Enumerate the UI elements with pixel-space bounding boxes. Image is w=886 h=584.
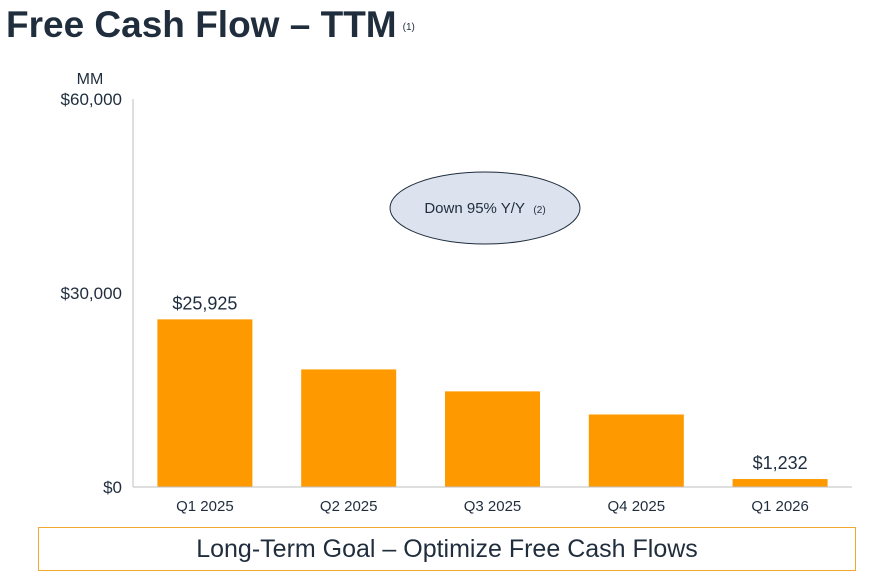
y-tick-label: $30,000 bbox=[61, 284, 122, 303]
data-labels-group: $25,925 $1,232 bbox=[172, 293, 807, 473]
bar-q1-2026 bbox=[732, 479, 828, 487]
y-tick-label: $0 bbox=[103, 478, 122, 497]
bar-data-label: $25,925 bbox=[172, 293, 237, 313]
svg-text:Down 95% Y/Y (2): Down 95% Y/Y (2) bbox=[424, 200, 545, 217]
x-tick-label: Q2 2025 bbox=[320, 498, 378, 515]
callout-text: Down 95% Y/Y bbox=[424, 200, 525, 217]
x-tick-label: Q3 2025 bbox=[464, 498, 522, 515]
callout-footnote: (2) bbox=[533, 205, 545, 216]
x-tick-labels: Q1 2025 Q2 2025 Q3 2025 Q4 2025 Q1 2026 bbox=[176, 498, 809, 515]
bar-q1-2025 bbox=[157, 319, 253, 487]
bars-group bbox=[157, 319, 828, 487]
title-text: Free Cash Flow – TTM bbox=[6, 4, 397, 45]
bar-q2-2025 bbox=[301, 369, 397, 487]
y-tick-label: $60,000 bbox=[61, 90, 122, 109]
bar-q4-2025 bbox=[588, 414, 684, 487]
fcf-bar-chart: MM $0 $30,000 $60,000 $25,925 $1,232 Q1 202… bbox=[61, 71, 852, 515]
yoy-callout: Down 95% Y/Y (2) bbox=[389, 171, 581, 245]
page-title: Free Cash Flow – TTM (1) bbox=[6, 4, 415, 46]
x-tick-label: Q1 2026 bbox=[751, 498, 809, 515]
x-tick-label: Q4 2025 bbox=[608, 498, 666, 515]
bar-data-label: $1,232 bbox=[753, 453, 808, 473]
long-term-goal-banner: Long-Term Goal – Optimize Free Cash Flow… bbox=[38, 527, 856, 571]
bar-q3-2025 bbox=[445, 391, 540, 487]
goal-text: Long-Term Goal – Optimize Free Cash Flow… bbox=[196, 534, 698, 563]
y-axis-label: MM bbox=[77, 71, 104, 88]
callout-ellipse bbox=[389, 171, 581, 245]
x-tick-label: Q1 2025 bbox=[176, 498, 234, 515]
y-tick-labels: $0 $30,000 $60,000 bbox=[61, 90, 122, 497]
title-footnote: (1) bbox=[402, 21, 415, 33]
